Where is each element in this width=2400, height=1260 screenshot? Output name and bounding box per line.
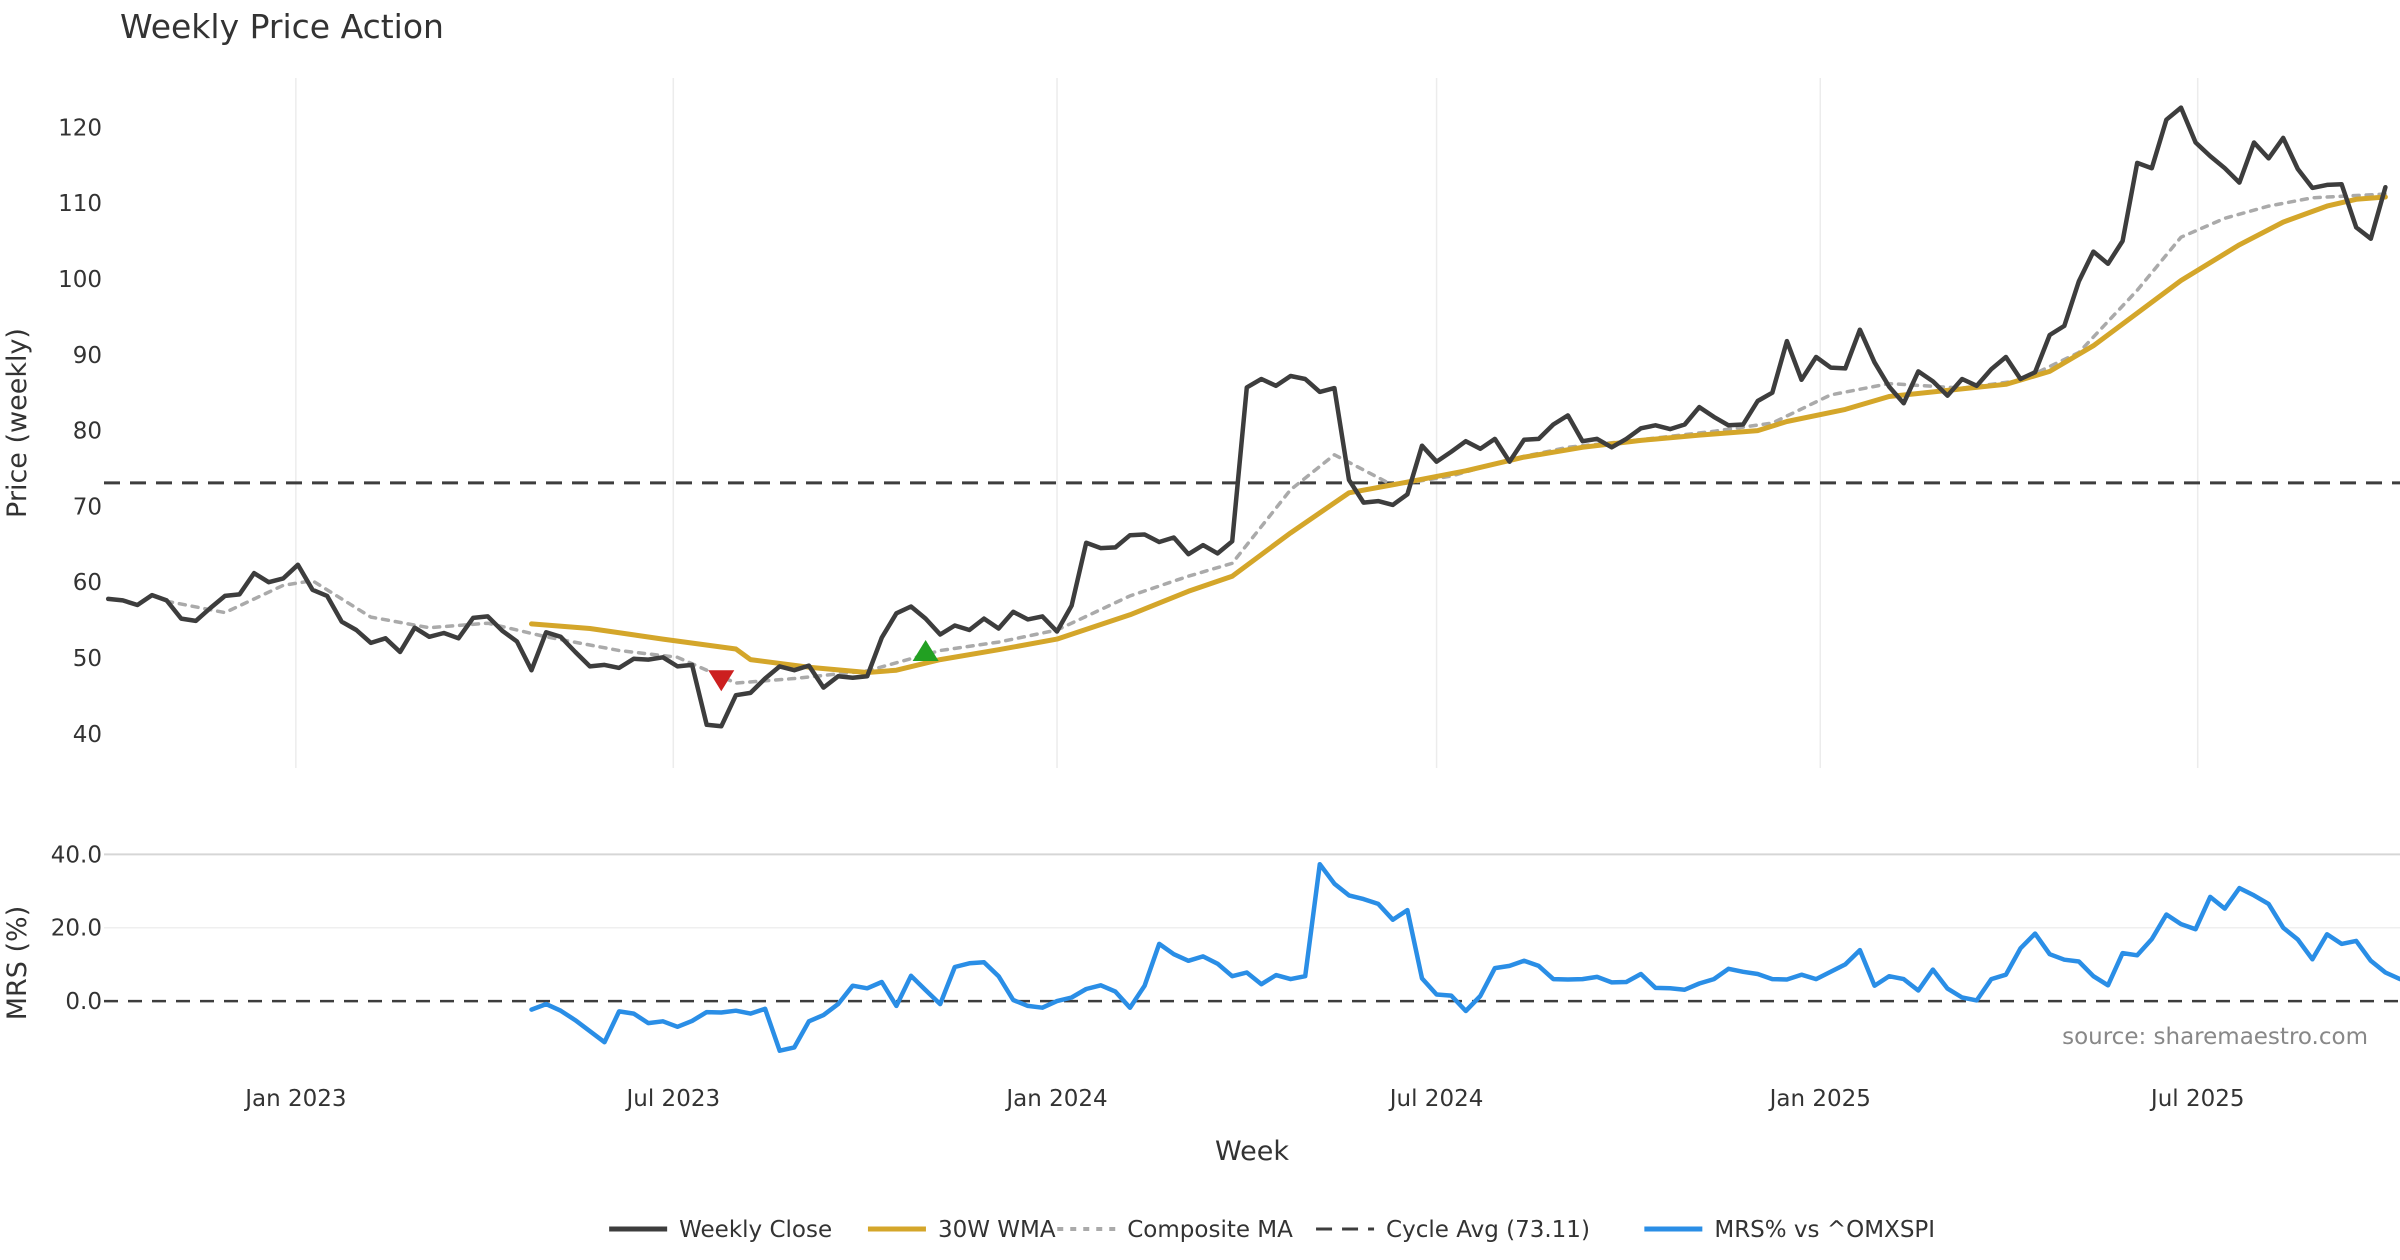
series-line-weekly-close — [105, 105, 2388, 729]
x-tick: Jan 2023 — [243, 1086, 346, 1112]
legend-label: MRS% vs ^OMXSPI — [1714, 1217, 1935, 1243]
legend-item-30w-wma: 30W WMA — [867, 1217, 1056, 1243]
x-tick: Jul 2023 — [625, 1086, 721, 1112]
legend-label: Composite MA — [1127, 1217, 1293, 1243]
price-y-tick: 100 — [58, 267, 102, 293]
price-y-tick: 110 — [58, 191, 102, 217]
mrs-grid — [104, 853, 2400, 929]
mrs-series — [529, 861, 2400, 1053]
price-y-tick-labels: 40 50 60 70 80 90 100 110 120 — [58, 115, 102, 748]
x-axis-label: Week — [1215, 1136, 1289, 1167]
price-y-tick: 50 — [73, 646, 102, 672]
series-line-30w-wma — [529, 194, 2388, 675]
legend-item-mrs-vs-omxspi: MRS% vs ^OMXSPI — [1644, 1217, 1935, 1243]
x-tick: Jan 2025 — [1768, 1086, 1871, 1112]
chart-title: Weekly Price Action — [120, 7, 444, 46]
series-line-mrs-vs-omxspi — [529, 861, 2400, 1053]
price-y-tick: 120 — [58, 115, 102, 141]
buy-signal-marker — [912, 639, 939, 661]
mrs-y-axis-label: MRS (%) — [2, 906, 33, 1021]
price-y-tick: 60 — [73, 570, 102, 596]
legend: Weekly Close 30W WMA Composite MA Cycle Avg… — [609, 1217, 1935, 1243]
legend-label: 30W WMA — [938, 1217, 1056, 1243]
mrs-y-tick: 0.0 — [65, 989, 102, 1015]
price-y-tick: 40 — [73, 722, 102, 748]
mrs-panel: 0.0 20.0 40.0 — [51, 842, 2400, 1053]
price-grid — [295, 78, 2199, 768]
legend-item-weekly-close: Weekly Close — [609, 1217, 832, 1243]
price-y-tick: 90 — [73, 343, 102, 369]
legend-item-composite-ma: Composite MA — [1057, 1217, 1293, 1243]
x-tick: Jul 2025 — [2149, 1086, 2245, 1112]
price-panel: 40 50 60 70 80 90 100 110 120 — [58, 78, 2400, 768]
price-y-tick: 70 — [73, 494, 102, 520]
source-note: source: sharemaestro.com — [2062, 1024, 2368, 1050]
mrs-y-tick: 20.0 — [51, 916, 102, 942]
x-tick: Jul 2024 — [1388, 1086, 1484, 1112]
legend-label: Weekly Close — [679, 1217, 832, 1243]
mrs-y-tick-labels: 0.0 20.0 40.0 — [51, 842, 102, 1015]
series-line-composite-ma — [164, 192, 2388, 685]
legend-label: Cycle Avg (73.11) — [1386, 1217, 1590, 1243]
x-tick: Jan 2024 — [1004, 1086, 1107, 1112]
sell-signal-marker — [708, 670, 735, 692]
x-tick-labels: Jan 2023 Jul 2023 Jan 2024 Jul 2024 Jan 2025… — [243, 1086, 2244, 1112]
legend-item-cycle-avg-73-11: Cycle Avg (73.11) — [1316, 1217, 1590, 1243]
price-y-tick: 80 — [73, 419, 102, 445]
price-y-axis-label: Price (weekly) — [2, 328, 33, 518]
price-series — [105, 105, 2388, 729]
mrs-y-tick: 40.0 — [51, 842, 102, 868]
signal-markers — [708, 639, 939, 692]
